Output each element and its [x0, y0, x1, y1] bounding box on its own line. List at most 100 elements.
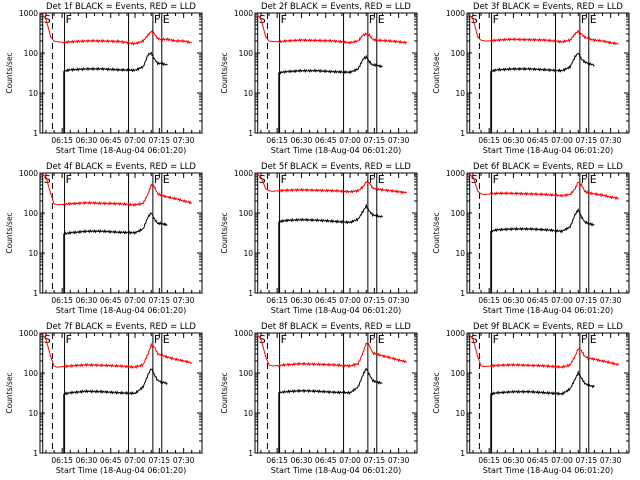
x-tick-label: 07:00 — [551, 456, 573, 465]
x-axis-label: Start Time (18-Aug-04 06:01:20) — [483, 466, 614, 475]
chart-title: Det 2f BLACK = Events, RED = LLD — [261, 2, 411, 12]
x-axis-label: Start Time (18-Aug-04 06:01:20) — [271, 466, 402, 475]
event-marker-label: E — [163, 333, 170, 346]
x-tick-label: 06:15 — [51, 136, 73, 145]
y-tick-label: 10 — [28, 409, 38, 418]
x-tick-label: 06:30 — [291, 296, 313, 305]
chart-title: Det 7f BLACK = Events, RED = LLD — [46, 322, 196, 332]
plot-frame — [39, 172, 203, 294]
x-axis-label: Start Time (18-Aug-04 06:01:20) — [56, 306, 187, 315]
y-axis-label: Counts/sec — [220, 52, 229, 93]
event-marker-label: F — [281, 333, 287, 346]
y-tick-label: 1000 — [19, 329, 38, 338]
x-tick-label: 07:15 — [149, 456, 171, 465]
event-marker-label: F — [154, 333, 160, 346]
x-tick-label: 06:45 — [527, 296, 549, 305]
y-tick-label: 100 — [451, 369, 466, 378]
plot-frame — [39, 332, 203, 454]
plot-frame — [254, 12, 418, 134]
y-tick-label: 100 — [24, 369, 39, 378]
chart-panel-3: Det 3f BLACK = Events, RED = LLD 1 10 100 10… — [432, 2, 630, 155]
event-marker-label: S — [259, 333, 266, 346]
y-tick-label: 1 — [33, 449, 38, 458]
x-axis-label: Start Time (18-Aug-04 06:01:20) — [271, 146, 402, 155]
chart-title: Det 4f BLACK = Events, RED = LLD — [46, 162, 196, 172]
event-marker-label: E — [590, 13, 597, 26]
x-tick-label: 07:30 — [388, 136, 410, 145]
y-tick-label: 1 — [460, 289, 465, 298]
lld-rate-series — [255, 12, 408, 45]
event-marker-label: E — [163, 13, 170, 26]
y-axis-label: Counts/sec — [220, 212, 229, 253]
x-tick-label: 07:00 — [124, 136, 146, 145]
chart-panel-4: Det 4f BLACK = Events, RED = LLD 1 10 100 10… — [5, 162, 203, 315]
event-marker-label: F — [281, 173, 287, 186]
y-tick-label: 1000 — [446, 169, 465, 178]
x-tick-label: 07:30 — [600, 456, 622, 465]
event-marker-label: F — [493, 173, 499, 186]
y-axis-label: Counts/sec — [5, 372, 14, 413]
event-marker-label: E — [378, 13, 385, 26]
chart-panel-2: Det 2f BLACK = Events, RED = LLD 1 10 100 10… — [220, 2, 418, 155]
event-marker-label: F — [281, 13, 287, 26]
y-tick-label: 100 — [239, 49, 254, 58]
chart-title: Det 8f BLACK = Events, RED = LLD — [261, 322, 411, 332]
y-tick-label: 1000 — [234, 9, 253, 18]
x-tick-label: 07:30 — [173, 456, 195, 465]
x-axis-label: Start Time (18-Aug-04 06:01:20) — [56, 146, 187, 155]
lld-rate-series — [255, 332, 407, 369]
y-tick-label: 1 — [33, 129, 38, 138]
x-tick-label: 06:30 — [503, 136, 525, 145]
event-marker-label: F — [493, 333, 499, 346]
y-axis-label: Counts/sec — [5, 212, 14, 253]
events-rate-series — [63, 368, 168, 396]
x-tick-label: 06:30 — [503, 456, 525, 465]
x-axis-label: Start Time (18-Aug-04 06:01:20) — [271, 306, 402, 315]
event-marker-label: F — [66, 13, 72, 26]
x-tick-label: 07:15 — [576, 456, 598, 465]
x-tick-label: 06:15 — [266, 456, 288, 465]
event-marker-label: F — [493, 13, 499, 26]
chart-panel-6: Det 6f BLACK = Events, RED = LLD 1 10 100 10… — [432, 162, 630, 315]
chart-title: Det 5f BLACK = Events, RED = LLD — [261, 162, 411, 172]
y-tick-label: 1 — [248, 129, 253, 138]
x-tick-label: 07:00 — [551, 136, 573, 145]
y-tick-label: 10 — [243, 89, 253, 98]
chart-title: Det 3f BLACK = Events, RED = LLD — [473, 2, 623, 12]
y-tick-label: 10 — [455, 409, 465, 418]
y-tick-label: 100 — [239, 369, 254, 378]
y-tick-label: 1000 — [446, 329, 465, 338]
chart-title: Det 9f BLACK = Events, RED = LLD — [473, 322, 623, 332]
plot-frame — [466, 12, 630, 134]
event-marker-label: E — [378, 173, 385, 186]
event-marker-label: F — [581, 13, 587, 26]
x-tick-label: 06:45 — [315, 456, 337, 465]
y-tick-label: 100 — [451, 49, 466, 58]
y-axis-label: Counts/sec — [432, 372, 441, 413]
x-tick-label: 07:15 — [364, 296, 386, 305]
chart-panel-5: Det 5f BLACK = Events, RED = LLD 1 10 100 10… — [220, 162, 418, 315]
y-tick-label: 1 — [460, 449, 465, 458]
lld-rate-series — [40, 332, 193, 369]
chart-title: Det 1f BLACK = Events, RED = LLD — [46, 2, 196, 12]
y-tick-label: 1 — [248, 449, 253, 458]
chart-panel-7: Det 7f BLACK = Events, RED = LLD 1 10 100 10… — [5, 322, 203, 475]
events-rate-series — [490, 207, 595, 234]
event-marker-label: S — [471, 13, 478, 26]
event-marker-label: S — [44, 13, 51, 26]
x-tick-label: 06:15 — [478, 296, 500, 305]
y-axis-label: Counts/sec — [432, 52, 441, 93]
x-tick-label: 06:15 — [478, 456, 500, 465]
x-tick-label: 06:30 — [291, 456, 313, 465]
lld-rate-series — [40, 172, 192, 208]
event-marker-label: S — [471, 333, 478, 346]
event-marker-label: F — [154, 173, 160, 186]
x-tick-label: 06:45 — [315, 296, 337, 305]
y-tick-label: 100 — [24, 49, 39, 58]
event-marker-label: E — [590, 333, 597, 346]
event-marker-label: E — [378, 333, 385, 346]
events-rate-series — [490, 53, 595, 73]
chart-panel-9: Det 9f BLACK = Events, RED = LLD 1 10 100 10… — [432, 322, 630, 475]
x-tick-label: 06:15 — [266, 136, 288, 145]
y-axis-label: Counts/sec — [5, 52, 14, 93]
